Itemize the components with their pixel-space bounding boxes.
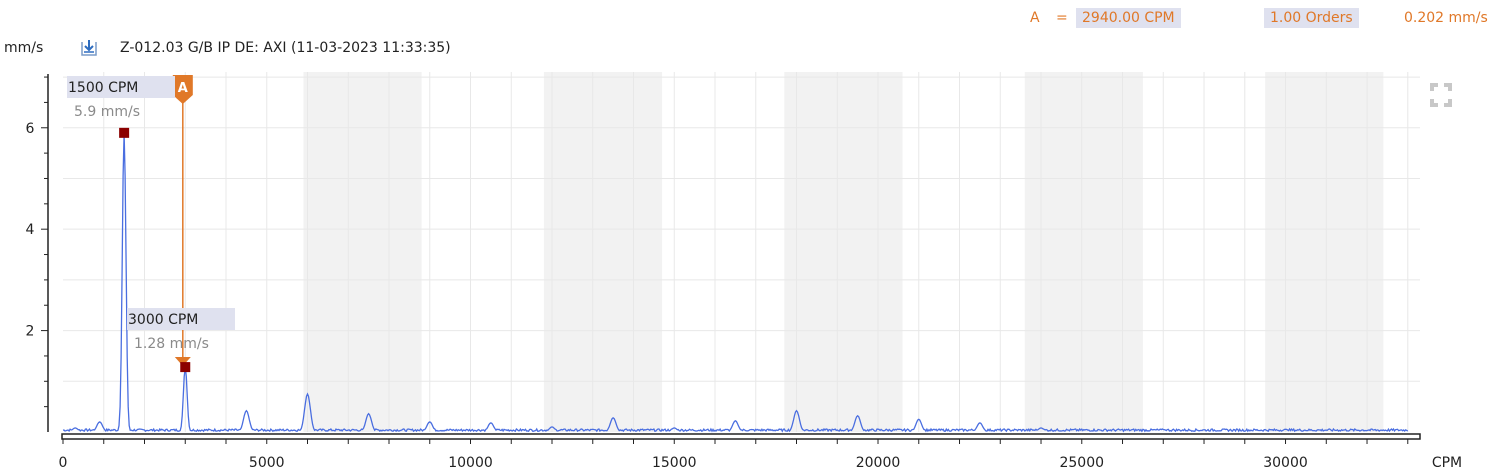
y-tick-label: 6 <box>26 121 35 137</box>
spectrum-line <box>62 132 1409 433</box>
cursor-orders[interactable]: 1.00 Orders <box>1264 8 1359 28</box>
spectrum-series <box>62 132 1409 433</box>
y-tick-label: 4 <box>26 222 35 238</box>
axes: 2 4 6 0 5000 10000 15000 20000 25000 30000 CPM <box>26 74 1462 471</box>
band <box>543 72 663 432</box>
cursor-handle[interactable] <box>172 75 193 104</box>
x-tick-label: 5000 <box>249 455 285 471</box>
cursor-amplitude: 0.202 mm/s <box>1404 10 1488 26</box>
marker-label-bg <box>127 308 235 330</box>
band <box>1024 72 1143 432</box>
cursor-letter: A <box>1030 10 1040 26</box>
marker-label-bg <box>67 76 175 98</box>
x-tick-label: 15000 <box>652 455 697 471</box>
marker-value-label: 5.9 mm/s <box>74 104 140 120</box>
cursor-frequency[interactable]: 2940.00 CPM <box>1076 8 1181 28</box>
alternating-bands <box>303 72 1384 432</box>
marker-value-label: 1.28 mm/s <box>134 336 209 352</box>
x-tick-label: 25000 <box>1059 455 1104 471</box>
y-unit-label: mm/s <box>4 40 44 56</box>
x-tick-label: 30000 <box>1263 455 1308 471</box>
x-tick-label: 20000 <box>856 455 901 471</box>
grid-lines <box>63 72 1420 432</box>
x-tick-label: 10000 <box>448 455 493 471</box>
cursor-foot <box>174 357 191 366</box>
x-axis-bar <box>61 433 1421 440</box>
x-tick-label: 0 <box>59 455 68 471</box>
download-icon[interactable] <box>79 38 99 58</box>
marker-freq-label: 3000 CPM <box>128 312 198 328</box>
cursor-equals: = <box>1056 10 1068 26</box>
cursor-handle-letter: A <box>178 81 188 96</box>
peak-markers: 1500 CPM 5.9 mm/s 3000 CPM 1.28 mm/s <box>67 76 235 373</box>
y-tick-label: 2 <box>26 324 35 340</box>
peak-marker[interactable] <box>119 127 130 138</box>
expand-icon[interactable] <box>1430 83 1452 107</box>
band <box>784 72 903 432</box>
band <box>303 72 422 432</box>
marker-freq-label: 1500 CPM <box>68 80 138 96</box>
chart-title: Z-012.03 G/B IP DE: AXI (11-03-2023 11:3… <box>120 40 451 56</box>
band <box>1265 72 1384 432</box>
peak-marker[interactable] <box>180 362 191 373</box>
x-axis-label: CPM <box>1432 455 1462 471</box>
